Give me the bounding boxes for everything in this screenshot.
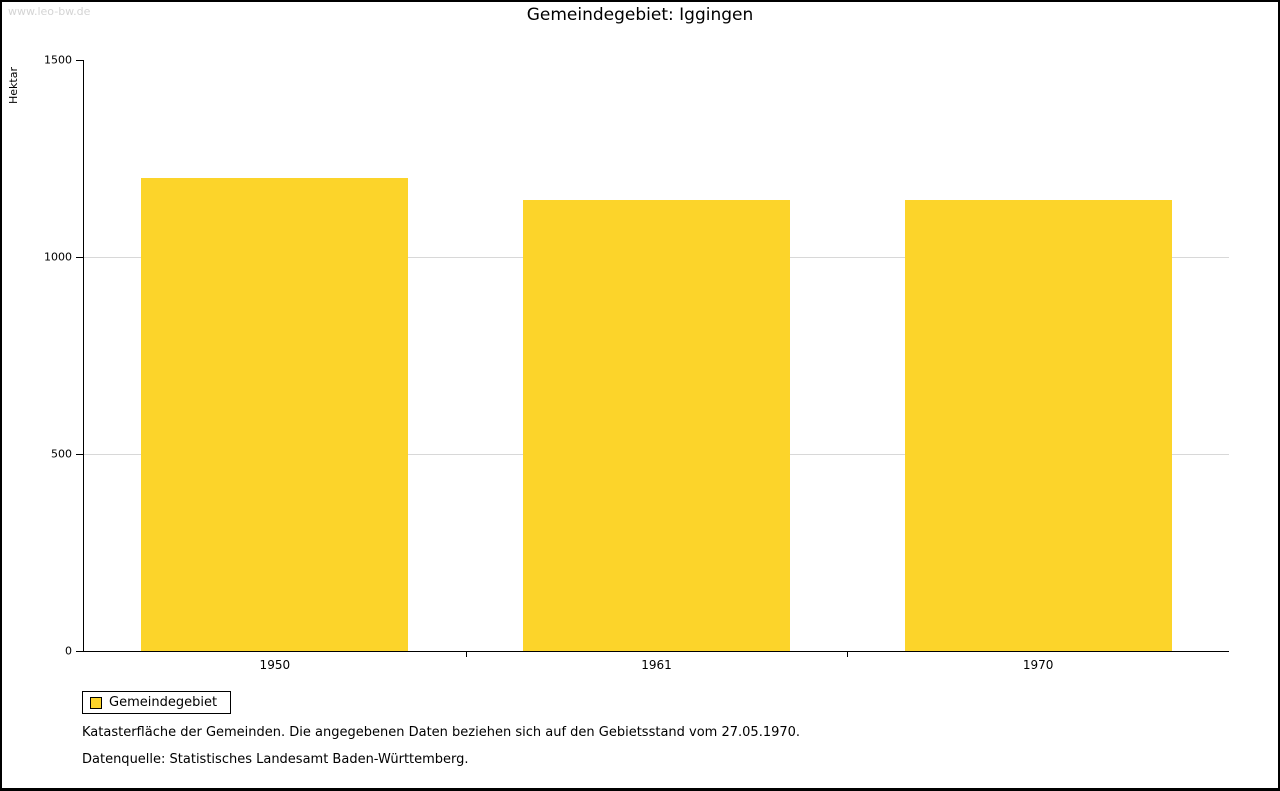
y-tick — [76, 60, 83, 61]
bar-1961 — [522, 199, 791, 651]
source-note: Datenquelle: Statistisches Landesamt Bad… — [82, 752, 469, 767]
footnote: Katasterfläche der Gemeinden. Die angege… — [82, 725, 801, 740]
bar-1950 — [141, 178, 409, 651]
y-tick — [76, 651, 83, 652]
x-tick — [847, 651, 849, 657]
legend-label: Gemeindegebiet — [109, 695, 218, 710]
x-tick-label: 1950 — [259, 658, 291, 672]
watermark: www.leo-bw.de — [8, 5, 91, 18]
plot-area: 1950 1961 1970 0 500 1000 1500 — [44, 54, 1229, 672]
y-tick-label: 0 — [65, 644, 72, 658]
y-tick-label: 1000 — [44, 250, 72, 264]
x-tick-label: 1961 — [641, 658, 672, 672]
bar-1970 — [904, 199, 1172, 651]
y-tick — [76, 257, 83, 258]
x-tick — [465, 651, 467, 657]
y-tick-label: 500 — [51, 447, 72, 461]
y-tick-label: 1500 — [44, 53, 72, 67]
chart-title: Gemeindegebiet: Iggingen — [526, 5, 754, 25]
y-tick — [76, 454, 83, 455]
legend-swatch — [90, 696, 102, 709]
y-axis-label: Hektar — [7, 67, 20, 104]
legend: Gemeindegebiet — [82, 691, 232, 714]
x-tick-label: 1970 — [1022, 658, 1054, 672]
